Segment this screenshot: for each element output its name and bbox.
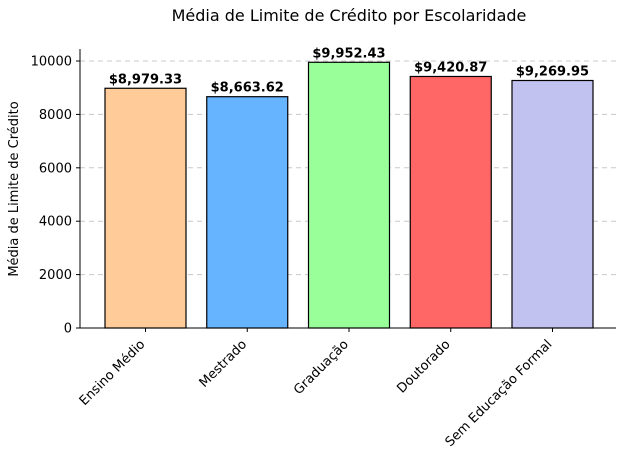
x-ticks: Ensino Médio Mestrado Graduação DoutoradoSe…: [77, 328, 556, 450]
bar: [206, 96, 289, 329]
bars: [104, 61, 594, 329]
y-tick-label: 8000: [39, 108, 72, 123]
bar-value-label: $8,979.33: [109, 72, 182, 87]
y-tick-label: 4000: [39, 215, 72, 230]
bar-value-label: $9,269.95: [516, 65, 589, 80]
bar: [104, 87, 187, 329]
y-ticks: 0 2000 4000 6000 8000 10000: [31, 55, 80, 337]
chart-title: Média de Limite de Crédito por Escolarid…: [172, 6, 527, 25]
bar-value-label: $9,420.87: [414, 60, 487, 75]
y-tick-label: 10000: [31, 55, 72, 70]
x-tick-label: Graduação: [291, 337, 352, 398]
bar-value-label: $9,952.43: [312, 46, 385, 61]
y-axis-label: Média de Limite de Crédito: [7, 101, 22, 276]
x-tick-label: Sem Educação Formal: [443, 337, 556, 450]
axes: [79, 49, 616, 329]
data-labels: $8,979.33 $8,663.62 $9,952.43 $9,420.87 $9,2…: [109, 46, 589, 95]
y-tick-label: 6000: [39, 161, 72, 176]
bar: [307, 61, 391, 329]
x-tick-label: Doutorado: [394, 337, 453, 396]
bar: [409, 75, 492, 329]
x-tick-label: Mestrado: [197, 337, 250, 390]
y-tick-label: 2000: [39, 268, 72, 283]
y-tick-label: 0: [64, 322, 72, 337]
bar: [511, 79, 594, 329]
x-tick-label: Ensino Médio: [77, 337, 149, 409]
bar-value-label: $8,663.62: [211, 81, 284, 96]
